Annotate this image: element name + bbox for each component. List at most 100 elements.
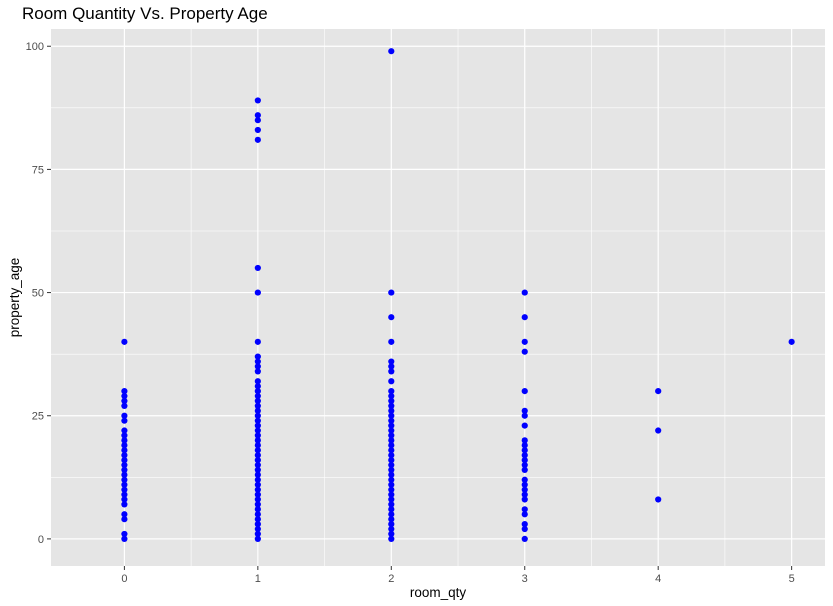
data-point [254,461,261,469]
data-point [254,117,261,124]
data-point [254,402,261,409]
data-point [121,511,128,518]
data-point [254,378,261,385]
data-point [388,491,395,498]
data-point [655,427,662,434]
data-points [121,48,795,543]
data-point [254,338,261,345]
data-point [388,48,395,55]
chart-title: Room Quantity Vs. Property Age [22,4,268,23]
y-tick-label: 0 [38,534,44,546]
x-tick-label: 0 [121,573,127,585]
data-point [388,314,395,321]
data-point [521,452,528,459]
data-point [121,496,128,503]
data-point [254,506,261,513]
data-point [254,392,261,400]
data-point [388,407,395,414]
data-point [388,392,395,400]
data-point [521,481,528,488]
plot-panel [51,29,825,566]
data-point [254,97,261,104]
data-point [121,412,128,419]
data-point [254,535,261,543]
data-point [254,368,261,375]
data-point [254,486,261,493]
data-point [388,427,395,434]
data-point [254,491,261,498]
data-point [388,481,395,488]
data-point [521,486,528,493]
data-point [254,126,261,134]
y-tick-label: 25 [32,411,44,423]
data-point [388,506,395,513]
data-point [388,501,395,508]
data-point [388,516,395,523]
data-point [121,486,128,493]
data-point [254,353,261,360]
data-point [521,388,528,395]
data-point [254,511,261,518]
data-point [388,422,395,429]
data-point [388,358,395,365]
data-point [521,466,528,474]
data-point [388,476,395,483]
data-point [655,496,662,503]
data-point [254,481,261,488]
data-point [121,392,128,400]
data-point [521,289,528,296]
data-point [254,501,261,508]
data-point [521,412,528,419]
data-point [388,442,395,449]
data-point [521,407,528,414]
y-axis-ticks: 0 25 50 75 100 [26,41,51,546]
data-point [388,452,395,459]
x-axis-title: room_qty [410,585,467,600]
data-point [521,491,528,498]
data-point [521,314,528,321]
data-point [388,378,395,385]
y-tick-label: 50 [32,288,44,300]
data-point [254,136,261,143]
data-point [388,456,395,464]
data-point [254,466,261,474]
data-point [388,461,395,469]
data-point [388,525,395,533]
data-point [254,442,261,449]
data-point [254,363,261,370]
data-point [254,471,261,478]
data-point [121,442,128,449]
data-point [121,466,128,474]
data-point [254,437,261,444]
data-point [254,525,261,533]
data-point [121,427,128,434]
data-point [254,452,261,459]
data-point [254,422,261,429]
data-point [388,412,395,419]
minor-gridlines [51,29,825,566]
data-point [254,383,261,390]
data-point [521,348,528,355]
data-point [121,437,128,444]
data-point [121,402,128,409]
data-point [521,476,528,483]
data-point [121,481,128,488]
data-point [521,461,528,469]
data-point [388,486,395,493]
y-axis-title: property_age [7,258,22,338]
data-point [121,501,128,508]
data-point [254,456,261,464]
data-point [254,417,261,424]
data-point [388,471,395,478]
data-point [121,397,128,405]
data-point [388,437,395,444]
x-tick-label: 3 [522,573,528,585]
y-tick-label: 100 [26,41,44,53]
data-point [788,338,795,345]
data-point [121,461,128,469]
data-point [388,397,395,405]
data-point [388,388,395,395]
data-point [254,358,261,365]
x-tick-label: 4 [655,573,661,585]
